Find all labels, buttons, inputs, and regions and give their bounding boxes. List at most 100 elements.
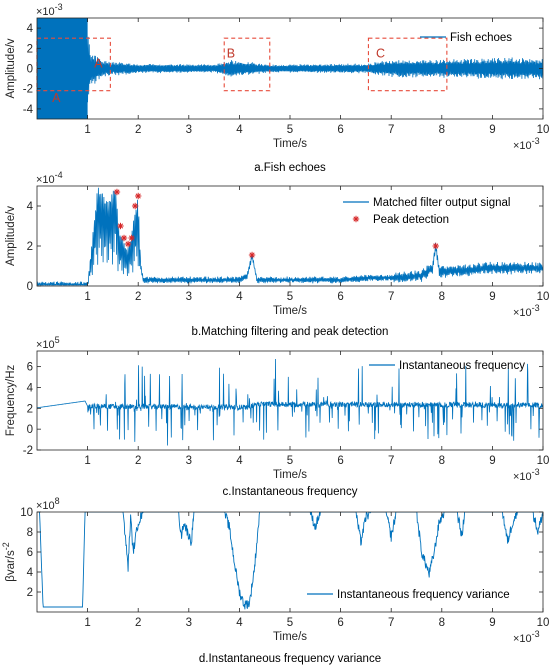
x-tick-label: 6 xyxy=(337,291,343,303)
legend-entry: Peak detection xyxy=(373,214,449,226)
x-multiplier: ×10-3 xyxy=(513,303,540,319)
y-tick-label: -2 xyxy=(23,445,33,457)
x-tick-label: 7 xyxy=(388,455,394,467)
x-tick-label: 7 xyxy=(388,617,394,629)
panel-caption: a.Fish echoes xyxy=(254,162,326,174)
peak-marker xyxy=(131,202,139,210)
x-tick-label: 5 xyxy=(287,617,293,629)
y-tick-label: 6 xyxy=(27,547,33,559)
plot-area xyxy=(37,358,543,446)
x-tick-label: 4 xyxy=(236,291,243,303)
x-tick-label: 3 xyxy=(186,291,192,303)
x-tick-label: 8 xyxy=(439,124,445,136)
legend-entry: Instantaneous frequency variance xyxy=(337,589,510,601)
x-tick-label: 10 xyxy=(537,291,550,303)
legend: Instantaneous frequency xyxy=(369,360,525,372)
y-axis-label: Amplitude/v xyxy=(5,38,17,98)
legend-entry: Instantaneous frequency xyxy=(399,360,525,372)
y-tick-label: 8 xyxy=(27,527,33,539)
y-multiplier: ×108 xyxy=(36,496,60,512)
legend: Instantaneous frequency variance xyxy=(307,589,510,601)
y-multiplier: ×105 xyxy=(36,335,60,351)
x-tick-label: 9 xyxy=(489,455,495,467)
y-tick-label: 0 xyxy=(27,64,33,76)
x-tick-label: 10 xyxy=(537,617,550,629)
x-tick-label: 9 xyxy=(489,124,495,136)
y-tick-label: 10 xyxy=(20,507,33,519)
x-tick-label: 6 xyxy=(337,617,343,629)
y-tick-label: 0 xyxy=(27,281,33,293)
x-tick-label: 9 xyxy=(489,617,495,629)
y-tick-label: 0 xyxy=(27,424,33,436)
legend-peak-marker xyxy=(352,215,360,223)
x-tick-label: 4 xyxy=(236,124,243,136)
x-tick-label: 2 xyxy=(135,124,141,136)
x-axis-label: Time/s xyxy=(273,138,307,150)
x-tick-label: 9 xyxy=(489,291,495,303)
series-fish-echoes xyxy=(37,20,543,119)
x-multiplier: ×10-3 xyxy=(513,629,540,645)
x-tick-label: 10 xyxy=(537,124,550,136)
x-tick-label: 1 xyxy=(84,291,90,303)
legend: Fish echoes xyxy=(420,32,512,44)
x-tick-label: 4 xyxy=(236,455,243,467)
peak-marker xyxy=(248,251,256,259)
x-axis-label: Time/s xyxy=(273,469,307,481)
x-multiplier: ×10-3 xyxy=(513,136,540,152)
y-axis-label: Amplitude/v xyxy=(5,206,17,266)
legend-entry: Fish echoes xyxy=(450,32,512,44)
region-label-2: B xyxy=(227,46,235,60)
region-label-0: A xyxy=(94,56,103,70)
y-tick-label: 4 xyxy=(27,382,34,394)
peak-marker xyxy=(128,234,135,242)
x-tick-label: 8 xyxy=(439,617,445,629)
y-tick-label: 2 xyxy=(27,241,33,253)
y-tick-label: 6 xyxy=(27,362,33,374)
plot-area xyxy=(37,512,543,610)
x-tick-label: 7 xyxy=(388,291,394,303)
x-tick-label: 5 xyxy=(287,291,293,303)
panel-3: 1 2 3 4 5 6 7 8 9 10 -2 0 2 4 6 Time/s ×10-3 ×105 Frequenc… xyxy=(5,335,549,498)
x-tick-label: 2 xyxy=(135,617,141,629)
x-tick-label: 3 xyxy=(186,455,192,467)
peak-marker xyxy=(135,192,142,200)
x-axis-label: Time/s xyxy=(273,631,307,643)
plot-area xyxy=(37,18,543,119)
y-multiplier: ×10-4 xyxy=(36,170,63,186)
y-axis-label: βvar/s-2 xyxy=(1,542,17,582)
region-C xyxy=(367,37,448,92)
x-tick-label: 2 xyxy=(135,291,141,303)
legend-entry: Matched filter output signal xyxy=(373,197,510,209)
y-tick-label: -4 xyxy=(23,104,34,116)
region-label-1: A xyxy=(52,91,61,105)
y-tick-label: 4 xyxy=(27,23,34,35)
x-tick-label: 10 xyxy=(537,455,550,467)
y-tick-label: 4 xyxy=(27,567,34,579)
x-tick-label: 3 xyxy=(186,617,192,629)
x-tick-label: 1 xyxy=(84,617,90,629)
panel-1: A A B C 1 2 3 4 5 6 7 8 9 10 -4 -2 0 2 4 Time/s ×10-3 ×10-3 Am… xyxy=(5,2,549,174)
y-tick-label: 2 xyxy=(27,403,33,415)
y-tick-label: 4 xyxy=(27,201,34,213)
x-tick-label: 1 xyxy=(84,124,90,136)
x-tick-label: 2 xyxy=(135,455,141,467)
panel-2: 1 2 3 4 5 6 7 8 9 10 0 2 4 Time/s ×10-3 ×10-4 Amplitude/… xyxy=(5,170,549,338)
y-tick-label: 2 xyxy=(27,587,33,599)
x-tick-label: 3 xyxy=(186,124,192,136)
peak-marker xyxy=(120,234,128,242)
x-axis-label: Time/s xyxy=(273,305,307,317)
region-B xyxy=(223,37,271,92)
panel-caption: c.Instantaneous frequency xyxy=(223,486,358,498)
panel-caption: b.Matching filtering and peak detection xyxy=(192,326,389,338)
legend: Matched filter output signal Peak detecti… xyxy=(343,197,510,226)
peak-marker xyxy=(113,188,121,196)
region-label-3: C xyxy=(376,46,385,60)
peak-marker xyxy=(432,242,439,250)
x-multiplier: ×10-3 xyxy=(513,467,540,483)
y-multiplier: ×10-3 xyxy=(36,2,63,18)
x-tick-label: 8 xyxy=(439,291,445,303)
panel-4: 1 2 3 4 5 6 7 8 9 10 2 4 6 8 10 Time/s ×10-3 ×108 βvar/s-2… xyxy=(1,496,549,665)
x-tick-label: 1 xyxy=(84,455,90,467)
saturated-echo-block xyxy=(37,18,88,119)
